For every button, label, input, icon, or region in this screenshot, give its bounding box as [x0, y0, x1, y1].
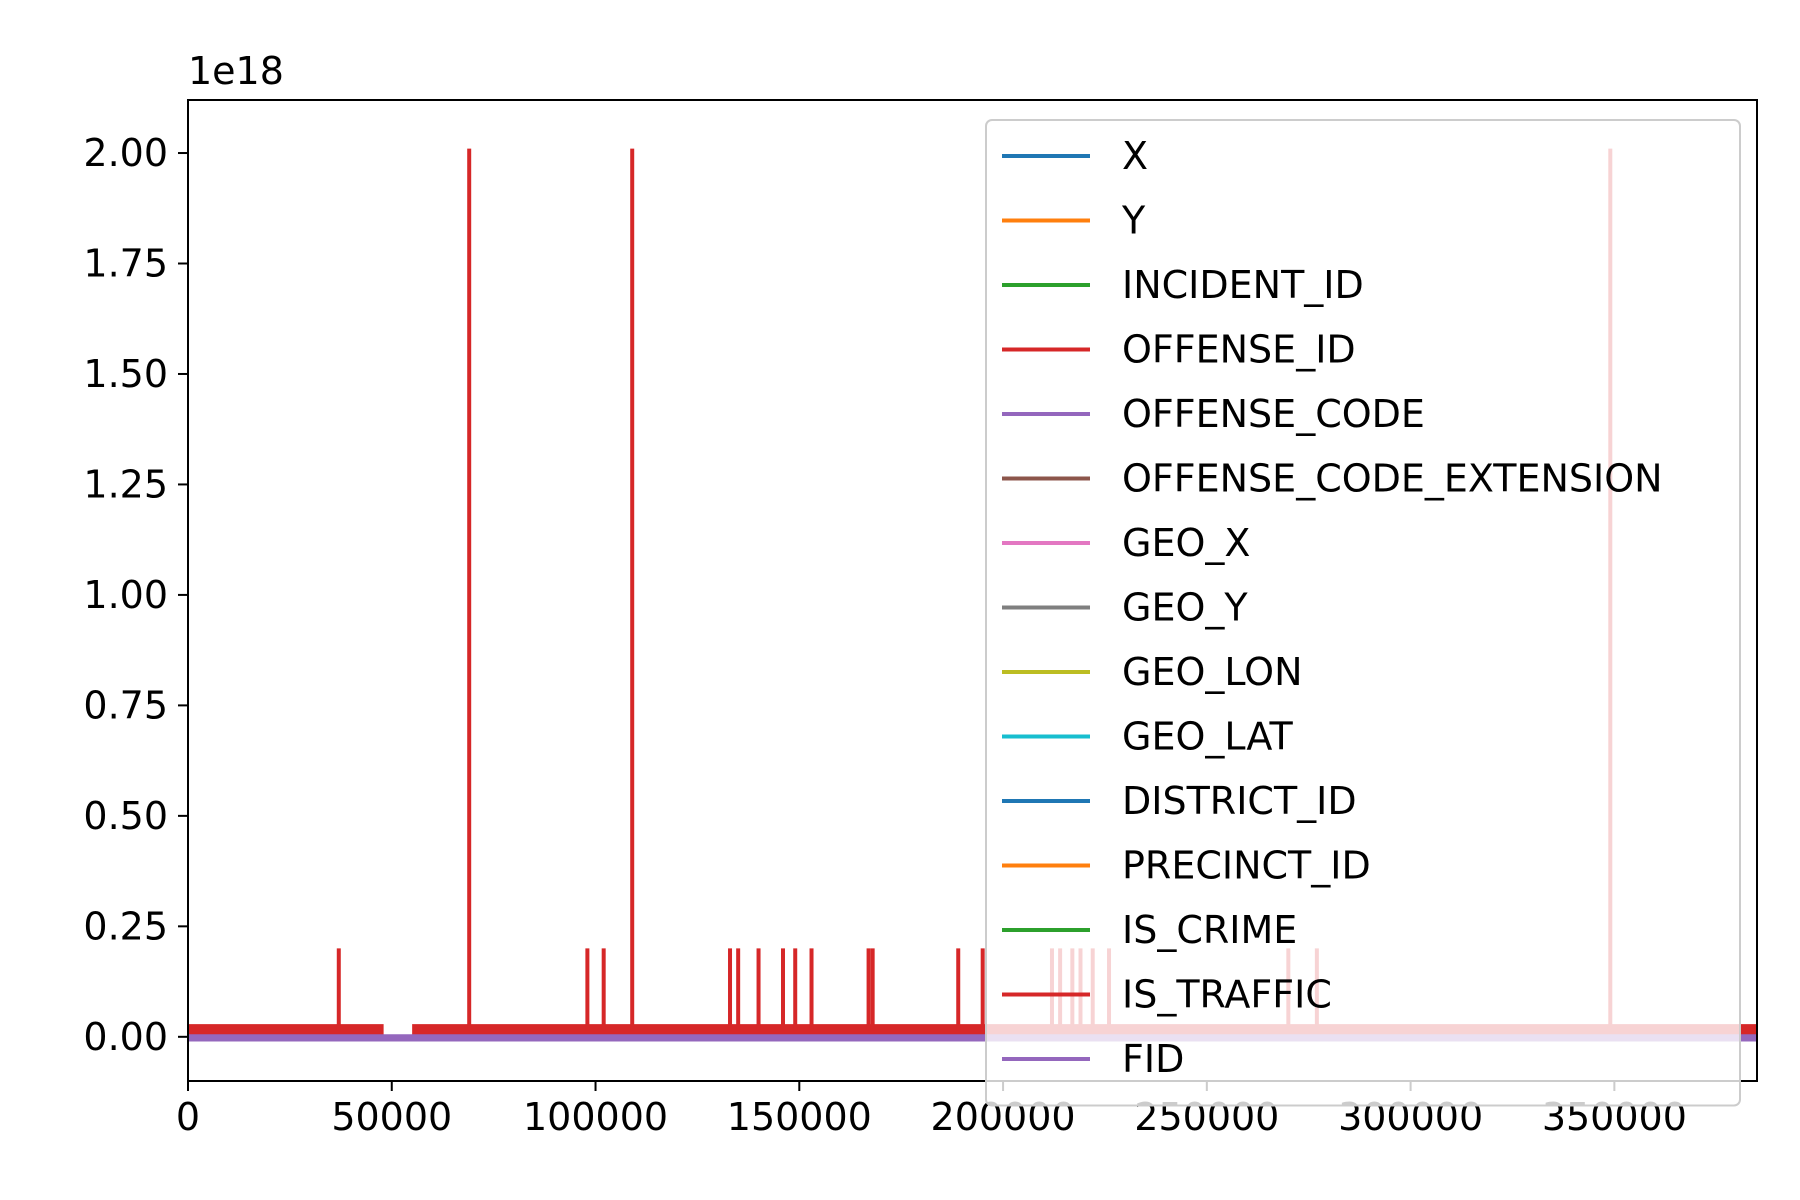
legend-label: Y — [1121, 199, 1146, 243]
legend-label: GEO_LON — [1122, 650, 1303, 694]
x-tick-label: 0 — [176, 1095, 200, 1139]
y-tick-label: 2.00 — [83, 131, 168, 175]
x-tick-label: 150000 — [727, 1095, 872, 1139]
y-tick-label: 1.50 — [83, 352, 168, 396]
y-tick-label: 0.00 — [83, 1015, 168, 1059]
y-tick-label: 0.50 — [83, 794, 168, 838]
y-tick-label: 1.00 — [83, 573, 168, 617]
legend-label: GEO_Y — [1122, 586, 1248, 630]
legend-label: GEO_X — [1122, 521, 1250, 565]
legend-box — [985, 119, 1741, 1107]
y-axis: 0.00 0.25 0.50 0.75 1.00 1.25 1.50 1.75 2.00 — [83, 131, 188, 1059]
legend-label: DISTRICT_ID — [1122, 779, 1357, 823]
legend-label: IS_CRIME — [1122, 908, 1297, 952]
legend-label: OFFENSE_CODE_EXTENSION — [1122, 457, 1663, 501]
legend-label: X — [1122, 134, 1148, 178]
x-tick-label: 50000 — [331, 1095, 452, 1139]
y-axis-offset-label: 1e18 — [188, 49, 284, 93]
x-tick-label: 100000 — [523, 1095, 668, 1139]
legend-label: IS_TRAFFIC — [1122, 973, 1332, 1017]
legend-label: FID — [1122, 1037, 1184, 1081]
legend-label: INCIDENT_ID — [1122, 263, 1364, 307]
legend-label: PRECINCT_ID — [1122, 844, 1371, 888]
y-tick-label: 1.75 — [83, 242, 168, 286]
plot-area-frame — [187, 99, 1758, 1082]
y-tick-label: 0.25 — [83, 904, 168, 948]
legend-label: GEO_LAT — [1122, 715, 1293, 759]
legend: XY INCIDENT_ID OFFENSE_ID OFFENSE_CODE OFFEN… — [985, 119, 1741, 1107]
y-tick-label: 0.75 — [83, 683, 168, 727]
y-tick-label: 1.25 — [83, 462, 168, 506]
legend-label: OFFENSE_ID — [1122, 328, 1356, 372]
legend-label: OFFENSE_CODE — [1122, 392, 1425, 436]
